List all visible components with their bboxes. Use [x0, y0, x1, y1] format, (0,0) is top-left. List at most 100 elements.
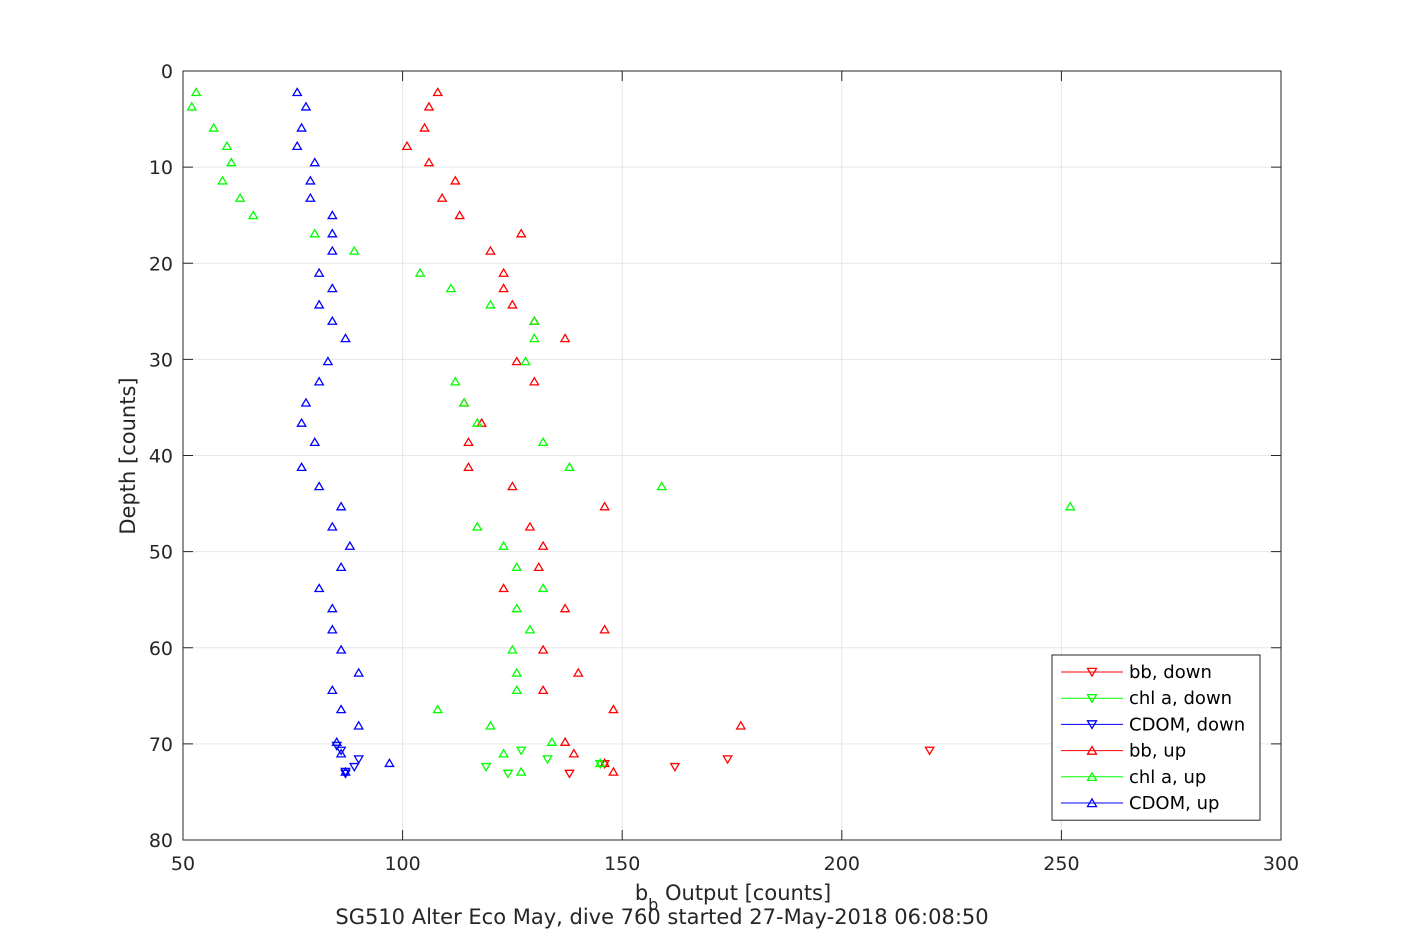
- data-point: [559, 736, 571, 746]
- legend-label: bb, up: [1129, 741, 1186, 762]
- data-point: [529, 333, 540, 343]
- data-point: [190, 87, 202, 97]
- data-point: [542, 755, 553, 765]
- data-point: [335, 561, 347, 572]
- data-point: [300, 397, 312, 407]
- data-point: [511, 603, 523, 613]
- data-point: [305, 175, 316, 185]
- legend-marker: [1086, 693, 1098, 704]
- x-tick-label: 250: [1043, 853, 1079, 875]
- data-point: [485, 245, 496, 255]
- x-axis-title: bb Output [counts]: [635, 881, 831, 914]
- data-point: [599, 501, 610, 511]
- data-point: [594, 758, 606, 768]
- data-point: [326, 210, 338, 220]
- data-point: [186, 101, 198, 111]
- data-point: [507, 644, 518, 654]
- data-point: [296, 417, 307, 427]
- data-point: [401, 140, 413, 150]
- x-tick-label: 200: [824, 853, 860, 875]
- data-point: [924, 746, 935, 756]
- y-axis-title: Depth [counts]: [116, 377, 140, 534]
- data-point: [511, 684, 523, 695]
- data-point: [436, 192, 448, 202]
- x-tick-label: 300: [1263, 853, 1299, 875]
- data-point: [326, 283, 338, 293]
- data-point: [669, 762, 681, 773]
- data-point: [296, 122, 307, 132]
- y-tick-label: 50: [149, 542, 173, 564]
- data-point: [335, 746, 347, 756]
- data-point: [335, 704, 347, 714]
- data-point: [608, 704, 619, 714]
- y-tick-label: 20: [149, 253, 173, 275]
- data-point: [348, 245, 360, 255]
- data-point: [507, 299, 518, 309]
- y-tick-label: 10: [149, 157, 173, 179]
- data-point: [537, 540, 549, 550]
- legend-label: chl a, down: [1129, 688, 1232, 709]
- data-point: [533, 561, 545, 572]
- data-point: [449, 175, 461, 185]
- data-point: [485, 720, 496, 730]
- data-point: [309, 157, 321, 167]
- data-point: [419, 122, 430, 132]
- legend: bb, down chl a, down CDOM, down bb, up chl a…: [1051, 654, 1261, 821]
- data-point: [221, 140, 233, 150]
- data-point: [217, 175, 228, 185]
- data-point: [313, 583, 325, 593]
- x-tick-label: 50: [171, 853, 195, 875]
- series-5: [291, 87, 395, 776]
- data-point: [313, 376, 325, 386]
- data-point: [414, 267, 426, 277]
- legend-marker: [1086, 745, 1098, 755]
- data-point: [291, 87, 303, 97]
- data-point: [247, 210, 259, 220]
- legend-marker: [1086, 720, 1098, 730]
- data-point: [208, 122, 220, 132]
- data-point: [520, 356, 531, 366]
- data-point: [529, 376, 540, 386]
- data-point: [234, 192, 246, 202]
- data-point: [331, 741, 343, 751]
- data-point: [322, 356, 334, 366]
- data-point: [564, 461, 575, 472]
- data-point: [511, 667, 523, 677]
- data-point: [511, 356, 523, 366]
- data-point: [656, 481, 668, 491]
- data-point: [498, 267, 509, 277]
- y-tick-label: 80: [149, 830, 173, 852]
- y-tick-label: 30: [149, 349, 173, 371]
- data-point: [326, 245, 338, 255]
- data-point: [463, 436, 474, 447]
- data-point: [423, 157, 435, 167]
- data-point: [353, 667, 365, 677]
- data-point: [335, 501, 347, 511]
- data-point: [313, 267, 325, 277]
- legend-label: CDOM, up: [1129, 793, 1219, 814]
- data-point: [572, 667, 584, 677]
- chart-title: SG510 Alter Eco May, dive 760 started 27…: [335, 905, 988, 929]
- data-point: [735, 720, 747, 730]
- data-point: [507, 481, 518, 491]
- data-point: [524, 624, 536, 634]
- legend-marker: [1086, 771, 1098, 782]
- data-point: [546, 736, 558, 746]
- data-point: [291, 140, 303, 150]
- x-axis-title-subscript: b: [648, 895, 658, 914]
- data-point: [564, 769, 575, 779]
- data-point: [423, 101, 435, 111]
- x-axis-title-main: b: [635, 881, 648, 905]
- data-point: [454, 210, 466, 220]
- y-tick-label: 70: [149, 734, 173, 756]
- data-point: [335, 644, 347, 654]
- data-point: [326, 521, 338, 531]
- data-point: [599, 624, 610, 634]
- series-4: [186, 87, 1076, 776]
- data-point: [498, 583, 509, 593]
- data-point: [511, 561, 523, 572]
- data-point: [568, 748, 580, 758]
- data-point: [300, 101, 312, 111]
- data-point: [480, 762, 492, 773]
- y-tick-label: 60: [149, 638, 173, 660]
